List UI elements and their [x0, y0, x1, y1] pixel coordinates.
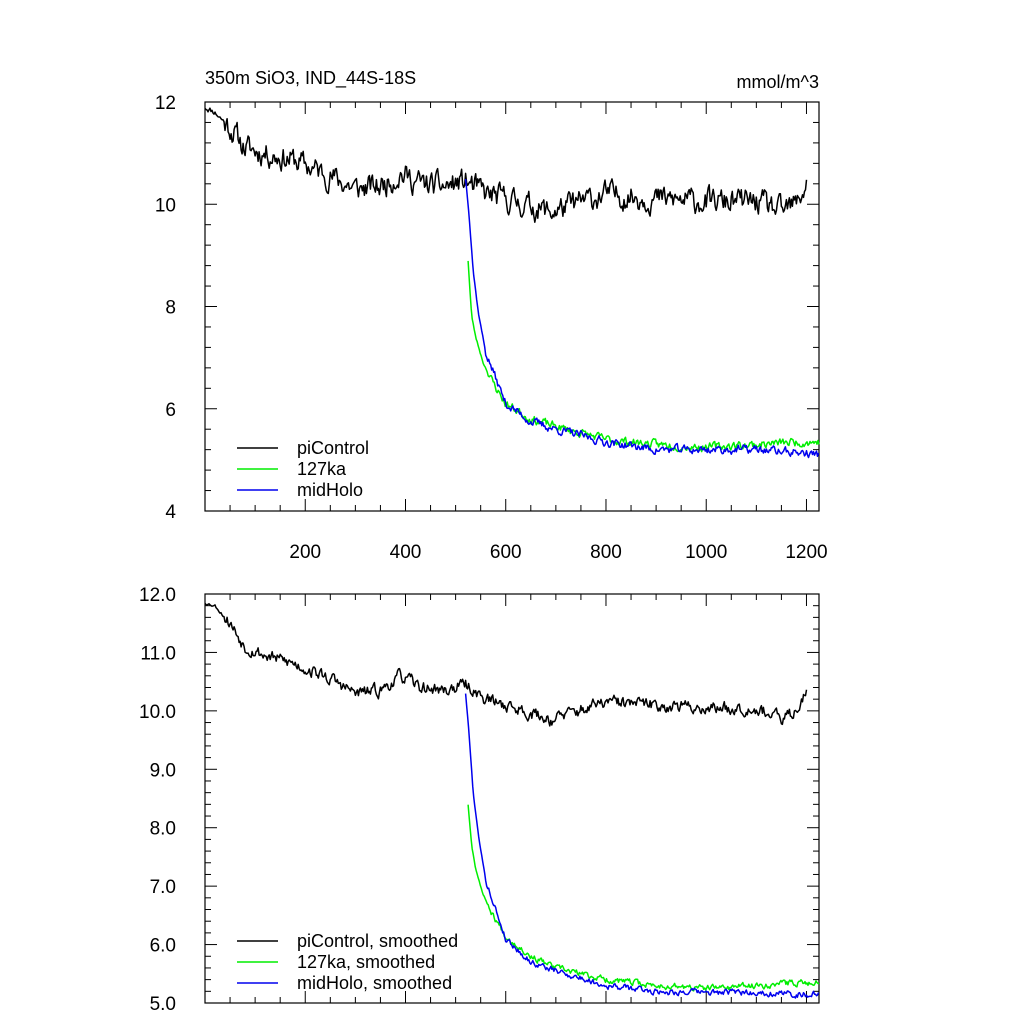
x-tick-label: 200 — [289, 542, 321, 563]
y-tick-label: 11.0 — [140, 643, 176, 664]
x-tick-label: 800 — [590, 542, 622, 563]
top-panel: 350m SiO3, IND_44S-18S mmol/m^3 4 6 8 10 12 2… — [155, 68, 828, 563]
y-tick-label: 10 — [155, 195, 176, 216]
top-chart-title: 350m SiO3, IND_44S-18S — [205, 68, 416, 89]
y-tick-label: 8 — [165, 298, 176, 319]
x-tick-label: 600 — [490, 542, 522, 563]
legend-label: piControl — [297, 438, 369, 458]
top-chart-units: mmol/m^3 — [737, 72, 819, 92]
bottom-axis-ticks: 5.0 6.0 7.0 8.0 9.0 10.0 11.0 12.0 — [139, 585, 819, 1015]
y-tick-label: 8.0 — [150, 819, 176, 840]
top-series-group — [204, 107, 820, 459]
y-tick-label: 12.0 — [139, 585, 176, 606]
y-tick-label: 7.0 — [150, 877, 176, 898]
top-axis-ticks: 4 6 8 10 12 200 400 600 800 1000 1200 — [155, 93, 828, 563]
series-line-3 — [464, 179, 820, 459]
bottom-series-group — [204, 602, 820, 999]
series-line-2 — [467, 804, 820, 992]
series-line-3 — [464, 693, 820, 999]
y-tick-label: 6 — [165, 400, 176, 421]
series-line-1 — [204, 107, 808, 223]
legend-label: 127ka — [297, 459, 347, 479]
legend-label: 127ka, smoothed — [297, 952, 435, 972]
y-tick-label: 12 — [155, 93, 176, 114]
y-tick-label: 10.0 — [139, 702, 176, 723]
y-tick-label: 5.0 — [150, 994, 176, 1015]
bottom-plot-frame — [204, 593, 820, 1004]
legend-label: midHolo — [297, 480, 363, 500]
x-tick-label: 400 — [390, 542, 422, 563]
legend-label: midHolo, smoothed — [297, 973, 452, 993]
bottom-panel: 5.0 6.0 7.0 8.0 9.0 10.0 11.0 12.0 piControl, s… — [139, 585, 820, 1015]
y-tick-label: 9.0 — [150, 760, 176, 781]
series-line-2 — [467, 260, 820, 453]
x-tick-label: 1200 — [785, 542, 827, 563]
legend-label: piControl, smoothed — [297, 931, 458, 951]
x-tick-label: 1000 — [685, 542, 727, 563]
y-tick-label: 6.0 — [150, 936, 176, 957]
series-line-1 — [204, 602, 808, 727]
y-tick-label: 4 — [165, 502, 176, 523]
